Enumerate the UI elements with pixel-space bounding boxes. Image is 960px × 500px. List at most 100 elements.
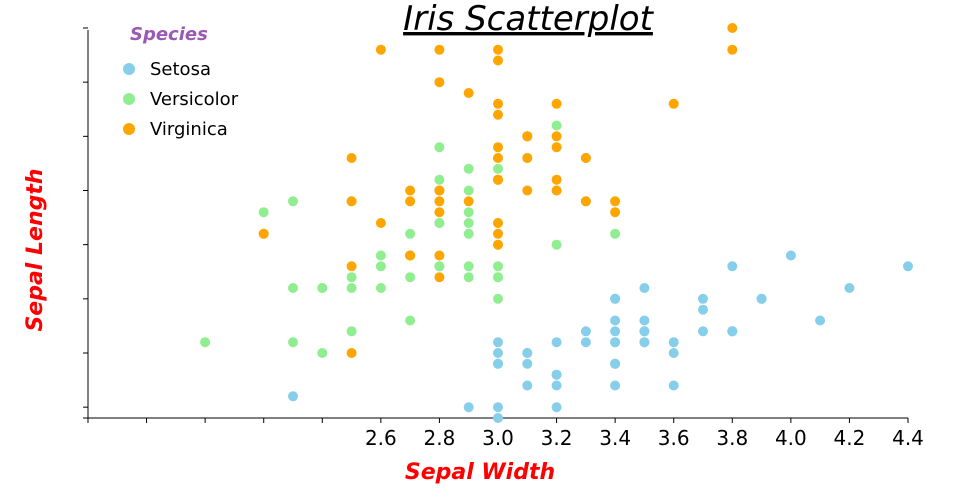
data-point: [493, 44, 503, 55]
data-point: [463, 163, 474, 174]
data-point: [698, 293, 708, 304]
data-points: [200, 23, 913, 423]
data-point: [551, 369, 562, 380]
data-point: [668, 337, 679, 348]
chart-title: Iris Scatterplot: [403, 0, 654, 39]
data-point: [346, 272, 357, 283]
series-setosa: [288, 250, 913, 423]
data-point: [463, 185, 474, 196]
data-point: [551, 239, 562, 250]
data-point: [639, 315, 650, 326]
legend-swatch: [123, 63, 135, 75]
data-point: [551, 337, 562, 348]
data-point: [522, 153, 533, 163]
data-point: [493, 272, 503, 283]
data-point: [463, 228, 474, 239]
series-virginica: [258, 23, 738, 358]
data-point: [493, 109, 503, 120]
data-point: [463, 88, 474, 98]
data-point: [727, 44, 738, 55]
data-point: [698, 326, 708, 337]
legend-label: Versicolor: [150, 89, 239, 110]
x-tick-label: 4.2: [834, 426, 866, 450]
data-point: [375, 44, 386, 55]
data-point: [346, 261, 357, 272]
data-point: [551, 174, 562, 185]
data-point: [434, 77, 445, 88]
legend-label: Setosa: [150, 59, 211, 80]
legend-items: Setosa Versicolor Virginica: [123, 59, 239, 140]
data-point: [668, 380, 679, 391]
data-point: [493, 218, 503, 228]
data-point: [434, 174, 445, 185]
data-point: [551, 185, 562, 196]
data-point: [317, 348, 328, 358]
data-point: [610, 358, 621, 369]
legend: Species Setosa Versicolor Virginica: [123, 24, 239, 140]
data-point: [522, 131, 533, 142]
data-point: [434, 261, 445, 272]
data-point: [375, 261, 386, 272]
data-point: [727, 261, 738, 272]
data-point: [434, 44, 445, 55]
data-point: [346, 196, 357, 207]
data-point: [493, 142, 503, 153]
data-point: [610, 228, 621, 239]
data-point: [375, 218, 386, 228]
legend-swatch: [123, 93, 135, 105]
data-point: [580, 326, 591, 337]
x-tick-label: 3.2: [541, 426, 573, 450]
data-point: [463, 218, 474, 228]
data-point: [288, 391, 298, 402]
data-point: [405, 272, 416, 283]
data-point: [844, 283, 855, 293]
data-point: [375, 283, 386, 293]
data-point: [288, 337, 298, 348]
data-point: [639, 283, 650, 293]
data-point: [463, 207, 474, 218]
data-point: [551, 131, 562, 142]
data-point: [522, 380, 533, 391]
data-point: [815, 315, 826, 326]
data-point: [551, 98, 562, 109]
data-point: [434, 250, 445, 261]
data-point: [610, 207, 621, 218]
data-point: [493, 337, 503, 348]
data-point: [463, 196, 474, 207]
data-point: [580, 153, 591, 163]
data-point: [493, 228, 503, 239]
data-point: [610, 293, 621, 304]
data-point: [727, 326, 738, 337]
data-point: [258, 228, 269, 239]
data-point: [405, 250, 416, 261]
data-point: [434, 142, 445, 153]
data-point: [610, 337, 621, 348]
data-point: [639, 326, 650, 337]
legend-swatch: [123, 123, 135, 135]
data-point: [580, 337, 591, 348]
y-axis-title: Sepal Length: [23, 168, 48, 331]
data-point: [346, 283, 357, 293]
x-tick-label: 3.0: [482, 426, 514, 450]
data-point: [610, 326, 621, 337]
x-tick-label: 4.4: [892, 426, 924, 450]
data-point: [463, 272, 474, 283]
data-point: [668, 348, 679, 358]
data-point: [580, 196, 591, 207]
x-tick-label: 2.6: [365, 426, 397, 450]
data-point: [756, 293, 767, 304]
data-point: [405, 196, 416, 207]
y-ticks: [83, 27, 88, 419]
data-point: [463, 402, 474, 413]
data-point: [434, 196, 445, 207]
data-point: [785, 250, 796, 261]
legend-title: Species: [130, 24, 208, 45]
data-point: [522, 348, 533, 358]
data-point: [493, 358, 503, 369]
data-point: [493, 55, 503, 66]
data-point: [288, 283, 298, 293]
data-point: [668, 98, 679, 109]
data-point: [698, 304, 708, 315]
data-point: [405, 228, 416, 239]
